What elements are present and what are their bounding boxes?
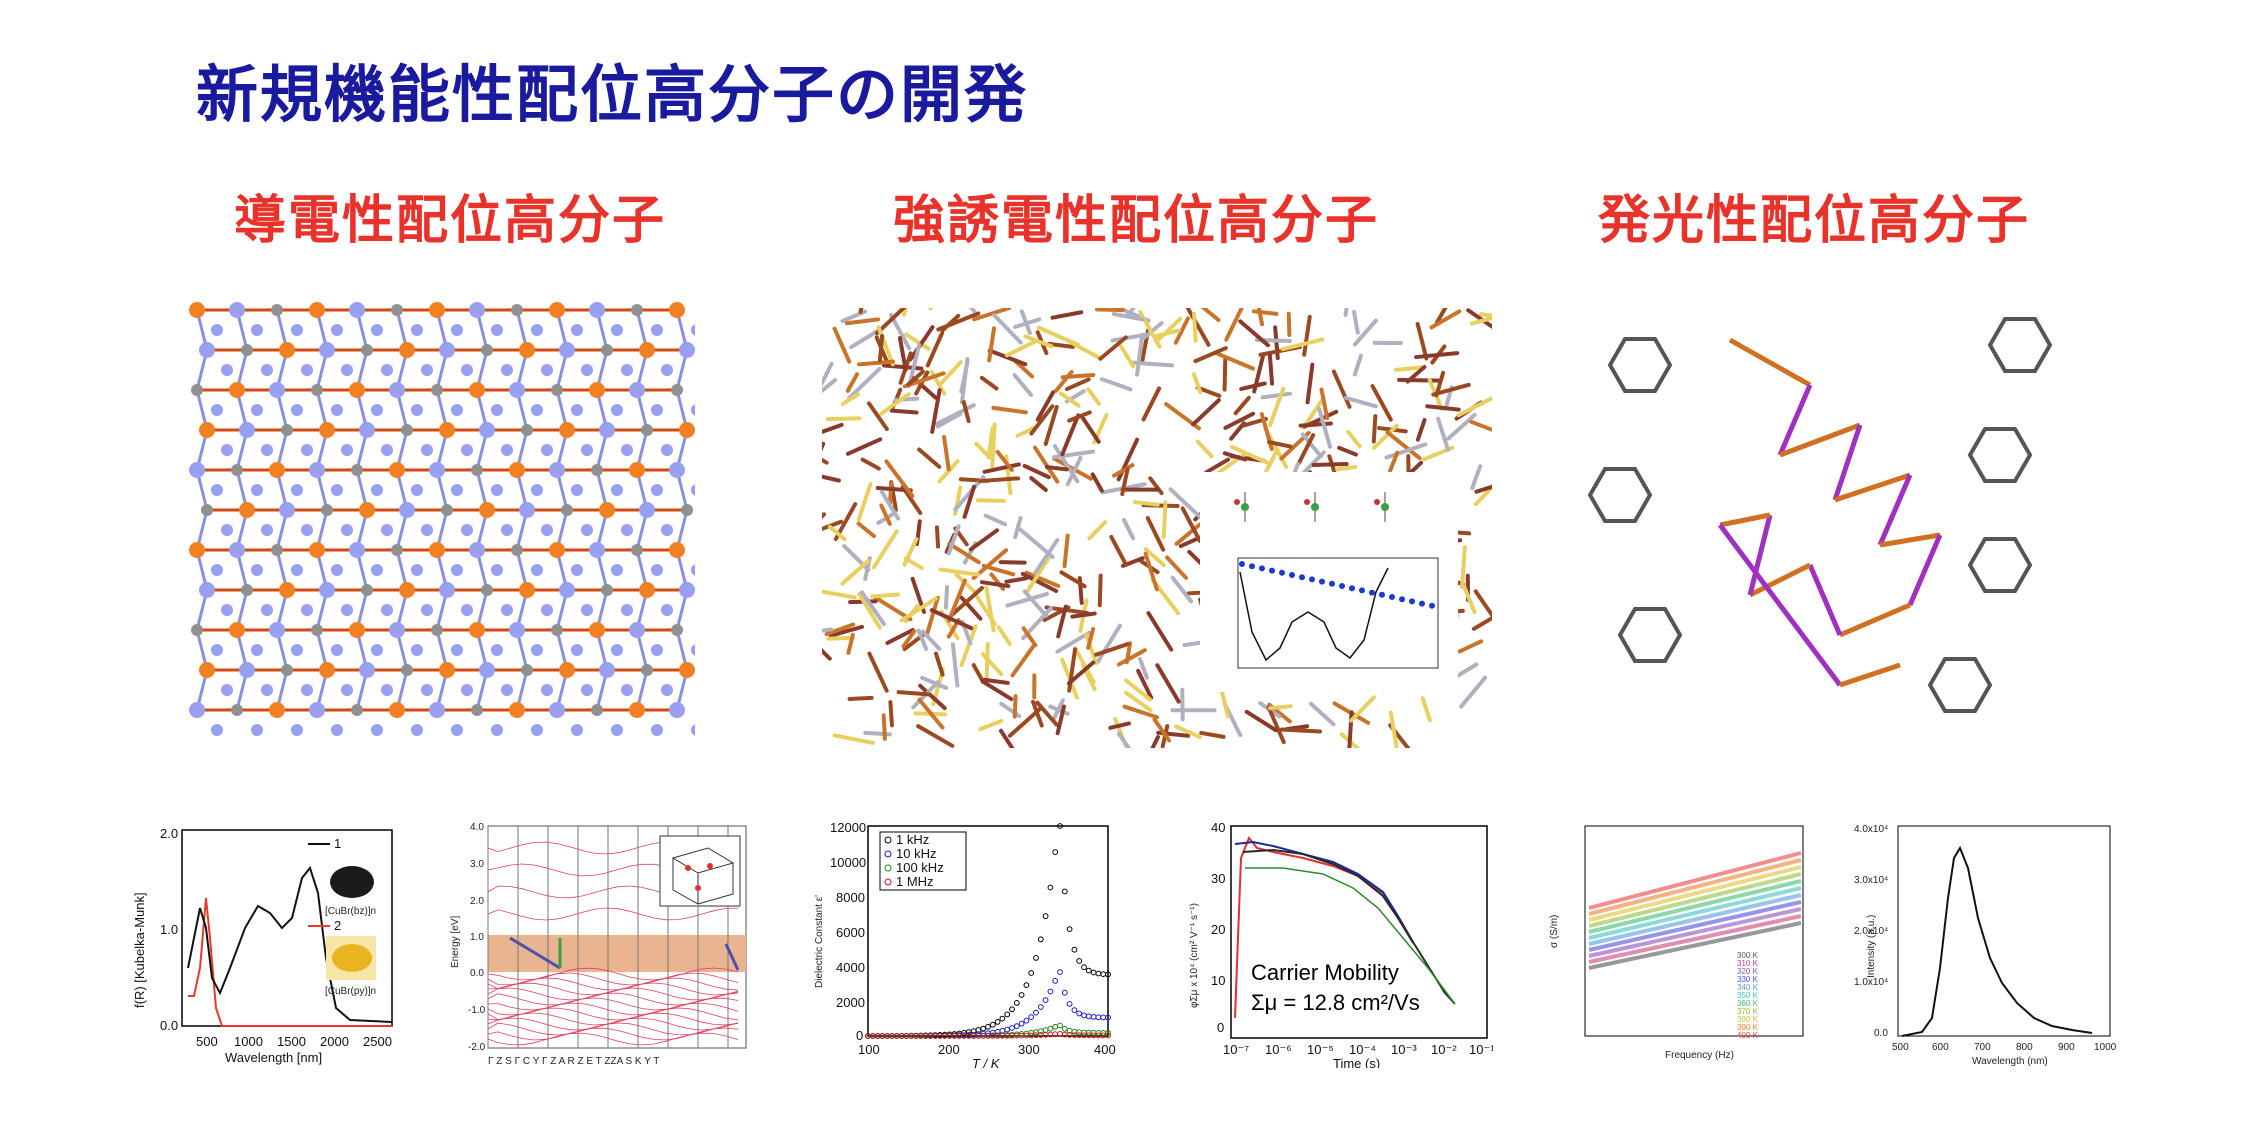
svg-text:300: 300 <box>1018 1042 1040 1057</box>
x-axis-label: Wavelength (nm) <box>1972 1056 2048 1067</box>
legend-label: 340 K <box>1737 983 1759 992</box>
x-axis-label: Frequency (Hz) <box>1665 1050 1734 1061</box>
svg-text:10⁻¹: 10⁻¹ <box>1469 1042 1493 1057</box>
legend-label: 320 K <box>1737 967 1759 976</box>
legend-label: 370 K <box>1737 1007 1759 1016</box>
svg-text:800: 800 <box>2016 1042 2033 1053</box>
svg-text:10 kHz: 10 kHz <box>896 846 936 861</box>
y-tick-label: 2.0 <box>160 826 178 841</box>
svg-text:600: 600 <box>1932 1042 1949 1053</box>
x-tick-label: 2000 <box>320 1034 349 1049</box>
svg-text:100: 100 <box>858 1042 880 1057</box>
molecular-structure-luminescent-image <box>1587 317 2053 713</box>
svg-text:1.0x10⁴: 1.0x10⁴ <box>1854 977 1888 988</box>
svg-text:2.0: 2.0 <box>470 896 484 907</box>
x-tick-label: 1500 <box>277 1034 306 1049</box>
page-title: 新規機能性配位高分子の開発 <box>196 58 1029 131</box>
legend-label: 380 K <box>1737 1015 1759 1024</box>
svg-text:200: 200 <box>938 1042 960 1057</box>
legend-label: 300 K <box>1737 951 1759 960</box>
section-title-luminescent: 発光性配位高分子 <box>1598 191 2031 251</box>
k-point-labels: Γ Z S Γ C Y Γ Z A R Z E T ZZA S K Y T <box>488 1056 659 1067</box>
legend-label: 310 K <box>1737 959 1759 968</box>
legend-label: 400 K <box>1737 1031 1759 1040</box>
svg-text:1.0: 1.0 <box>470 932 484 943</box>
legend-label: 2 <box>334 918 341 933</box>
svg-text:40: 40 <box>1211 820 1225 835</box>
legend-label: 390 K <box>1737 1023 1759 1032</box>
svg-text:10⁻⁴: 10⁻⁴ <box>1349 1042 1376 1057</box>
svg-text:10⁻⁷: 10⁻⁷ <box>1223 1042 1249 1057</box>
sample-label: [CuBr(py)]n <box>325 986 376 997</box>
svg-text:2.0x10⁴: 2.0x10⁴ <box>1854 926 1888 937</box>
svg-text:4.0x10⁴: 4.0x10⁴ <box>1854 824 1888 835</box>
crystal-structure-conductive-image <box>189 302 695 736</box>
svg-text:10⁻⁵: 10⁻⁵ <box>1307 1042 1334 1057</box>
x-axis-label: T / K <box>972 1056 1001 1068</box>
legend-label: 350 K <box>1737 991 1759 1000</box>
x-tick-label: 2500 <box>363 1034 392 1049</box>
section-title-conductive: 導電性配位高分子 <box>234 191 667 251</box>
svg-text:6000: 6000 <box>836 925 865 940</box>
crystal-structure-ferroelectric-image <box>822 308 1492 748</box>
svg-text:8000: 8000 <box>836 890 865 905</box>
svg-text:-2.0: -2.0 <box>468 1042 486 1053</box>
svg-text:400: 400 <box>1094 1042 1116 1057</box>
svg-text:700: 700 <box>1974 1042 1991 1053</box>
x-axis-label: Wavelength [nm] <box>225 1050 322 1065</box>
svg-text:10⁻⁶: 10⁻⁶ <box>1265 1042 1292 1057</box>
x-tick-label: 500 <box>196 1034 218 1049</box>
y-tick-label: 1.0 <box>160 922 178 937</box>
svg-text:3.0: 3.0 <box>470 859 484 870</box>
svg-text:0: 0 <box>856 1028 863 1043</box>
svg-text:2000: 2000 <box>836 995 865 1010</box>
svg-text:10⁻²: 10⁻² <box>1431 1042 1457 1057</box>
dielectric-constant-plot: 12000 10000 8000 6000 4000 2000 0 100 20… <box>814 820 1116 1068</box>
svg-text:1 MHz: 1 MHz <box>896 874 934 889</box>
svg-text:500: 500 <box>1892 1042 1909 1053</box>
legend-label: 1 <box>334 836 341 851</box>
y-axis-label: Intensity (a.u.) <box>1866 915 1877 978</box>
y-axis-label: σ (S/m) <box>1549 915 1560 948</box>
x-tick-label: 1000 <box>234 1034 263 1049</box>
svg-text:4.0: 4.0 <box>470 822 484 833</box>
annotation-carrier-mobility: Carrier Mobility <box>1251 960 1399 985</box>
svg-text:12000: 12000 <box>830 820 866 835</box>
section-title-ferroelectric: 強誘電性配位高分子 <box>893 191 1380 251</box>
legend-label: 360 K <box>1737 999 1759 1008</box>
svg-text:20: 20 <box>1211 922 1225 937</box>
sample-label: [CuBr(bz)]n <box>325 906 376 917</box>
svg-text:100 kHz: 100 kHz <box>896 860 944 875</box>
svg-text:900: 900 <box>2058 1042 2075 1053</box>
emission-spectrum-plot: 4.0x10⁴ 3.0x10⁴ 2.0x10⁴ 1.0x10⁴ 0.0 500 … <box>1854 824 2117 1067</box>
svg-text:1000: 1000 <box>2094 1042 2117 1053</box>
y-axis-label: φΣμ x 10⁴ (cm² V⁻¹ s⁻¹) <box>1189 903 1200 1008</box>
y-axis-label: Energy [eV] <box>450 916 461 968</box>
energy-landscape-inset-image <box>1200 472 1458 692</box>
legend-label: 330 K <box>1737 975 1759 984</box>
svg-text:0.0: 0.0 <box>470 968 484 979</box>
svg-text:4000: 4000 <box>836 960 865 975</box>
svg-text:-1.0: -1.0 <box>468 1005 486 1016</box>
svg-text:3.0x10⁴: 3.0x10⁴ <box>1854 875 1888 886</box>
band-structure-plot: 4.0 3.0 2.0 1.0 0.0 -1.0 -2.0 Energy [eV… <box>450 822 747 1067</box>
svg-text:0.0: 0.0 <box>1874 1028 1888 1039</box>
svg-text:10: 10 <box>1211 973 1225 988</box>
x-axis-label: Time (s) <box>1333 1056 1380 1068</box>
annotation-mobility-value: Σμ = 12.8 cm²/Vs <box>1251 990 1420 1015</box>
svg-text:0: 0 <box>1217 1020 1224 1035</box>
svg-text:30: 30 <box>1211 871 1225 886</box>
y-tick-label: 0.0 <box>160 1018 178 1033</box>
y-axis-label: f(R) [Kubelka-Munk] <box>132 892 147 1008</box>
carrier-mobility-plot: 40 30 20 10 0 10⁻⁷ 10⁻⁶ 10⁻⁵ 10⁻⁴ 10⁻³ 1… <box>1189 820 1493 1068</box>
y-axis-label: Dielectric Constant ε' <box>814 895 825 988</box>
svg-text:1 kHz: 1 kHz <box>896 832 929 847</box>
svg-text:10⁻³: 10⁻³ <box>1391 1042 1417 1057</box>
absorbance-plot: 2.0 1.0 0.0 500 1000 1500 2000 2500 Wave… <box>132 826 393 1065</box>
svg-text:10000: 10000 <box>830 855 866 870</box>
